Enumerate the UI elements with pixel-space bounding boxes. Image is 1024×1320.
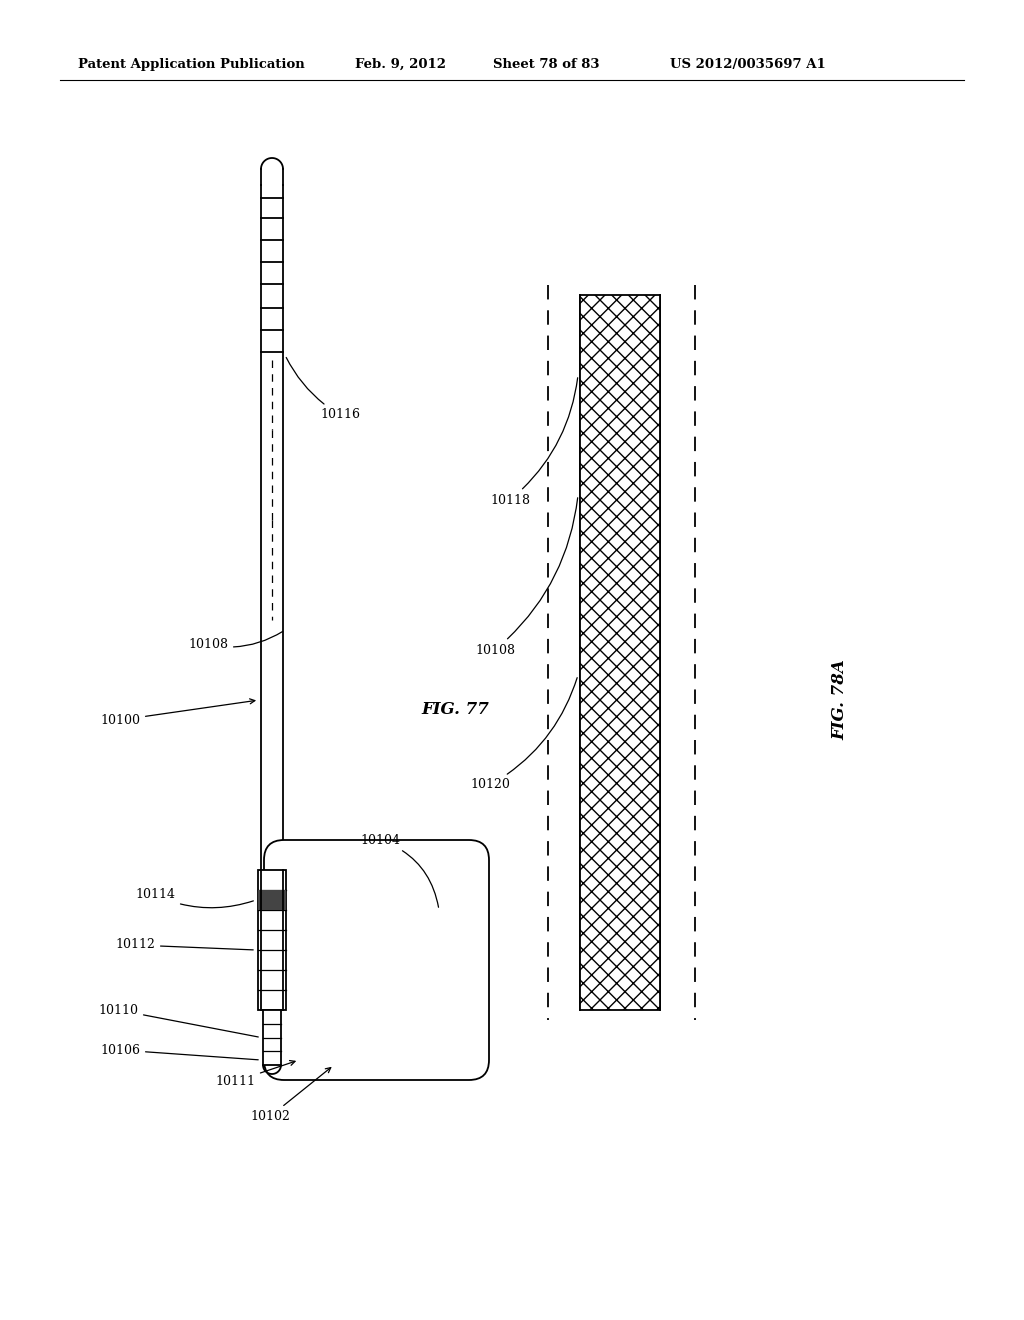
Text: Feb. 9, 2012: Feb. 9, 2012 <box>355 58 446 71</box>
Text: 10114: 10114 <box>135 888 253 908</box>
Text: 10104: 10104 <box>360 833 438 907</box>
Text: 10102: 10102 <box>250 1068 331 1123</box>
Text: FIG. 77: FIG. 77 <box>421 701 488 718</box>
Text: 10106: 10106 <box>100 1044 258 1060</box>
Text: 10116: 10116 <box>287 358 360 421</box>
Text: 10111: 10111 <box>215 1060 295 1088</box>
Bar <box>258 890 286 909</box>
FancyBboxPatch shape <box>264 840 489 1080</box>
Text: FIG. 78A: FIG. 78A <box>831 660 849 741</box>
Text: 10112: 10112 <box>115 939 253 952</box>
Text: 10100: 10100 <box>100 698 255 726</box>
Text: 10120: 10120 <box>470 677 578 792</box>
Text: Patent Application Publication: Patent Application Publication <box>78 58 305 71</box>
Bar <box>263 1010 281 1065</box>
Bar <box>580 294 660 1010</box>
Text: Sheet 78 of 83: Sheet 78 of 83 <box>493 58 599 71</box>
Text: 10118: 10118 <box>490 378 578 507</box>
Text: 10108: 10108 <box>188 631 283 652</box>
Text: US 2012/0035697 A1: US 2012/0035697 A1 <box>670 58 825 71</box>
Text: 10108: 10108 <box>475 498 578 656</box>
Bar <box>258 870 286 1010</box>
Text: 10110: 10110 <box>98 1003 258 1038</box>
